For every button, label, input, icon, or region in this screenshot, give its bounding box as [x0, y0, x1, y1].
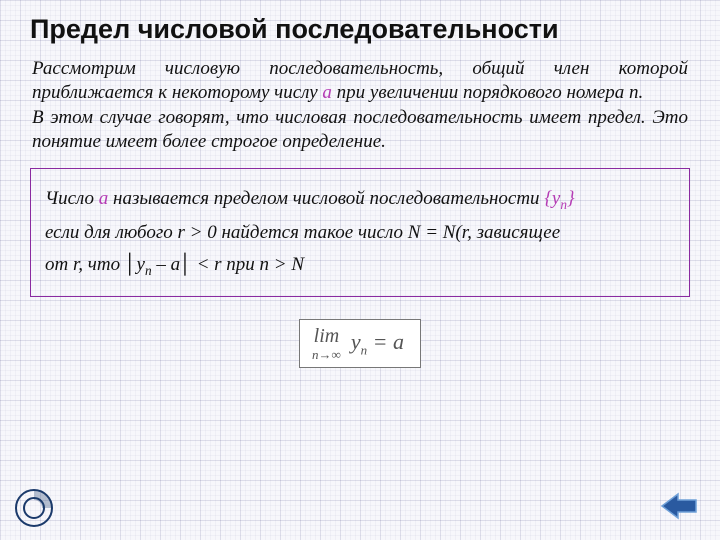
intro-text-2: при увеличении порядкового номера	[332, 82, 629, 103]
formula-eq: = a	[367, 329, 404, 354]
lim-text: lim	[312, 326, 341, 346]
formula-body: yn = a	[351, 329, 404, 354]
abs-expression: │уn – a│ < r	[125, 254, 222, 275]
seq-sub: n	[560, 197, 567, 212]
definition-line-1: Число а называется пределом числовой пос…	[45, 183, 675, 216]
def-text: Число	[45, 188, 99, 209]
abs-open: │у	[125, 254, 145, 275]
lim-under: n→∞	[312, 348, 341, 361]
intro-paragraph: Рассмотрим числовую последовательность, …	[30, 55, 690, 168]
def-text: при	[222, 254, 260, 275]
variable-a: а	[322, 82, 332, 103]
slide: Предел числовой последовательности Рассм…	[0, 0, 720, 368]
def-text: , зависящее	[467, 222, 560, 243]
definition-line-3: от r, что │уn – a│ < r при n > N	[45, 249, 675, 282]
term-limit: предел	[588, 107, 641, 128]
variable-a: а	[99, 188, 109, 209]
variable-n: n	[629, 82, 639, 103]
def-text: если для любого	[45, 222, 178, 243]
page-title: Предел числовой последовательности	[30, 8, 690, 55]
math-cond-N: N = N(r	[408, 222, 467, 243]
definition-line-2: если для любого r > 0 найдется такое чис…	[45, 217, 675, 249]
abs-sub: n	[145, 263, 152, 278]
formula-container: lim n→∞ yn = a	[30, 319, 690, 368]
def-text: , что	[78, 254, 125, 275]
def-text: найдется такое число	[217, 222, 408, 243]
prev-button[interactable]	[660, 490, 698, 522]
sequence-symbol: {уn}	[544, 188, 574, 209]
formula-y: y	[351, 329, 361, 354]
limit-formula: lim n→∞ yn = a	[299, 319, 421, 368]
abs-close: – a│ < r	[152, 254, 222, 275]
seq-close: }	[567, 188, 575, 209]
lim-symbol: lim n→∞	[312, 326, 341, 361]
math-cond-nN: n > N	[260, 254, 305, 275]
def-term: пределом числовой последовательности	[214, 188, 545, 209]
seq-open: {у	[544, 188, 560, 209]
math-cond-r: r > 0	[178, 222, 217, 243]
def-text: называется	[108, 188, 214, 209]
definition-box: Число а называется пределом числовой пос…	[30, 168, 690, 297]
def-text: от	[45, 254, 73, 275]
intro-text-4: В этом случае говорят, что числовая посл…	[32, 107, 588, 128]
logo-icon	[14, 488, 54, 528]
intro-text-3: .	[639, 82, 644, 103]
